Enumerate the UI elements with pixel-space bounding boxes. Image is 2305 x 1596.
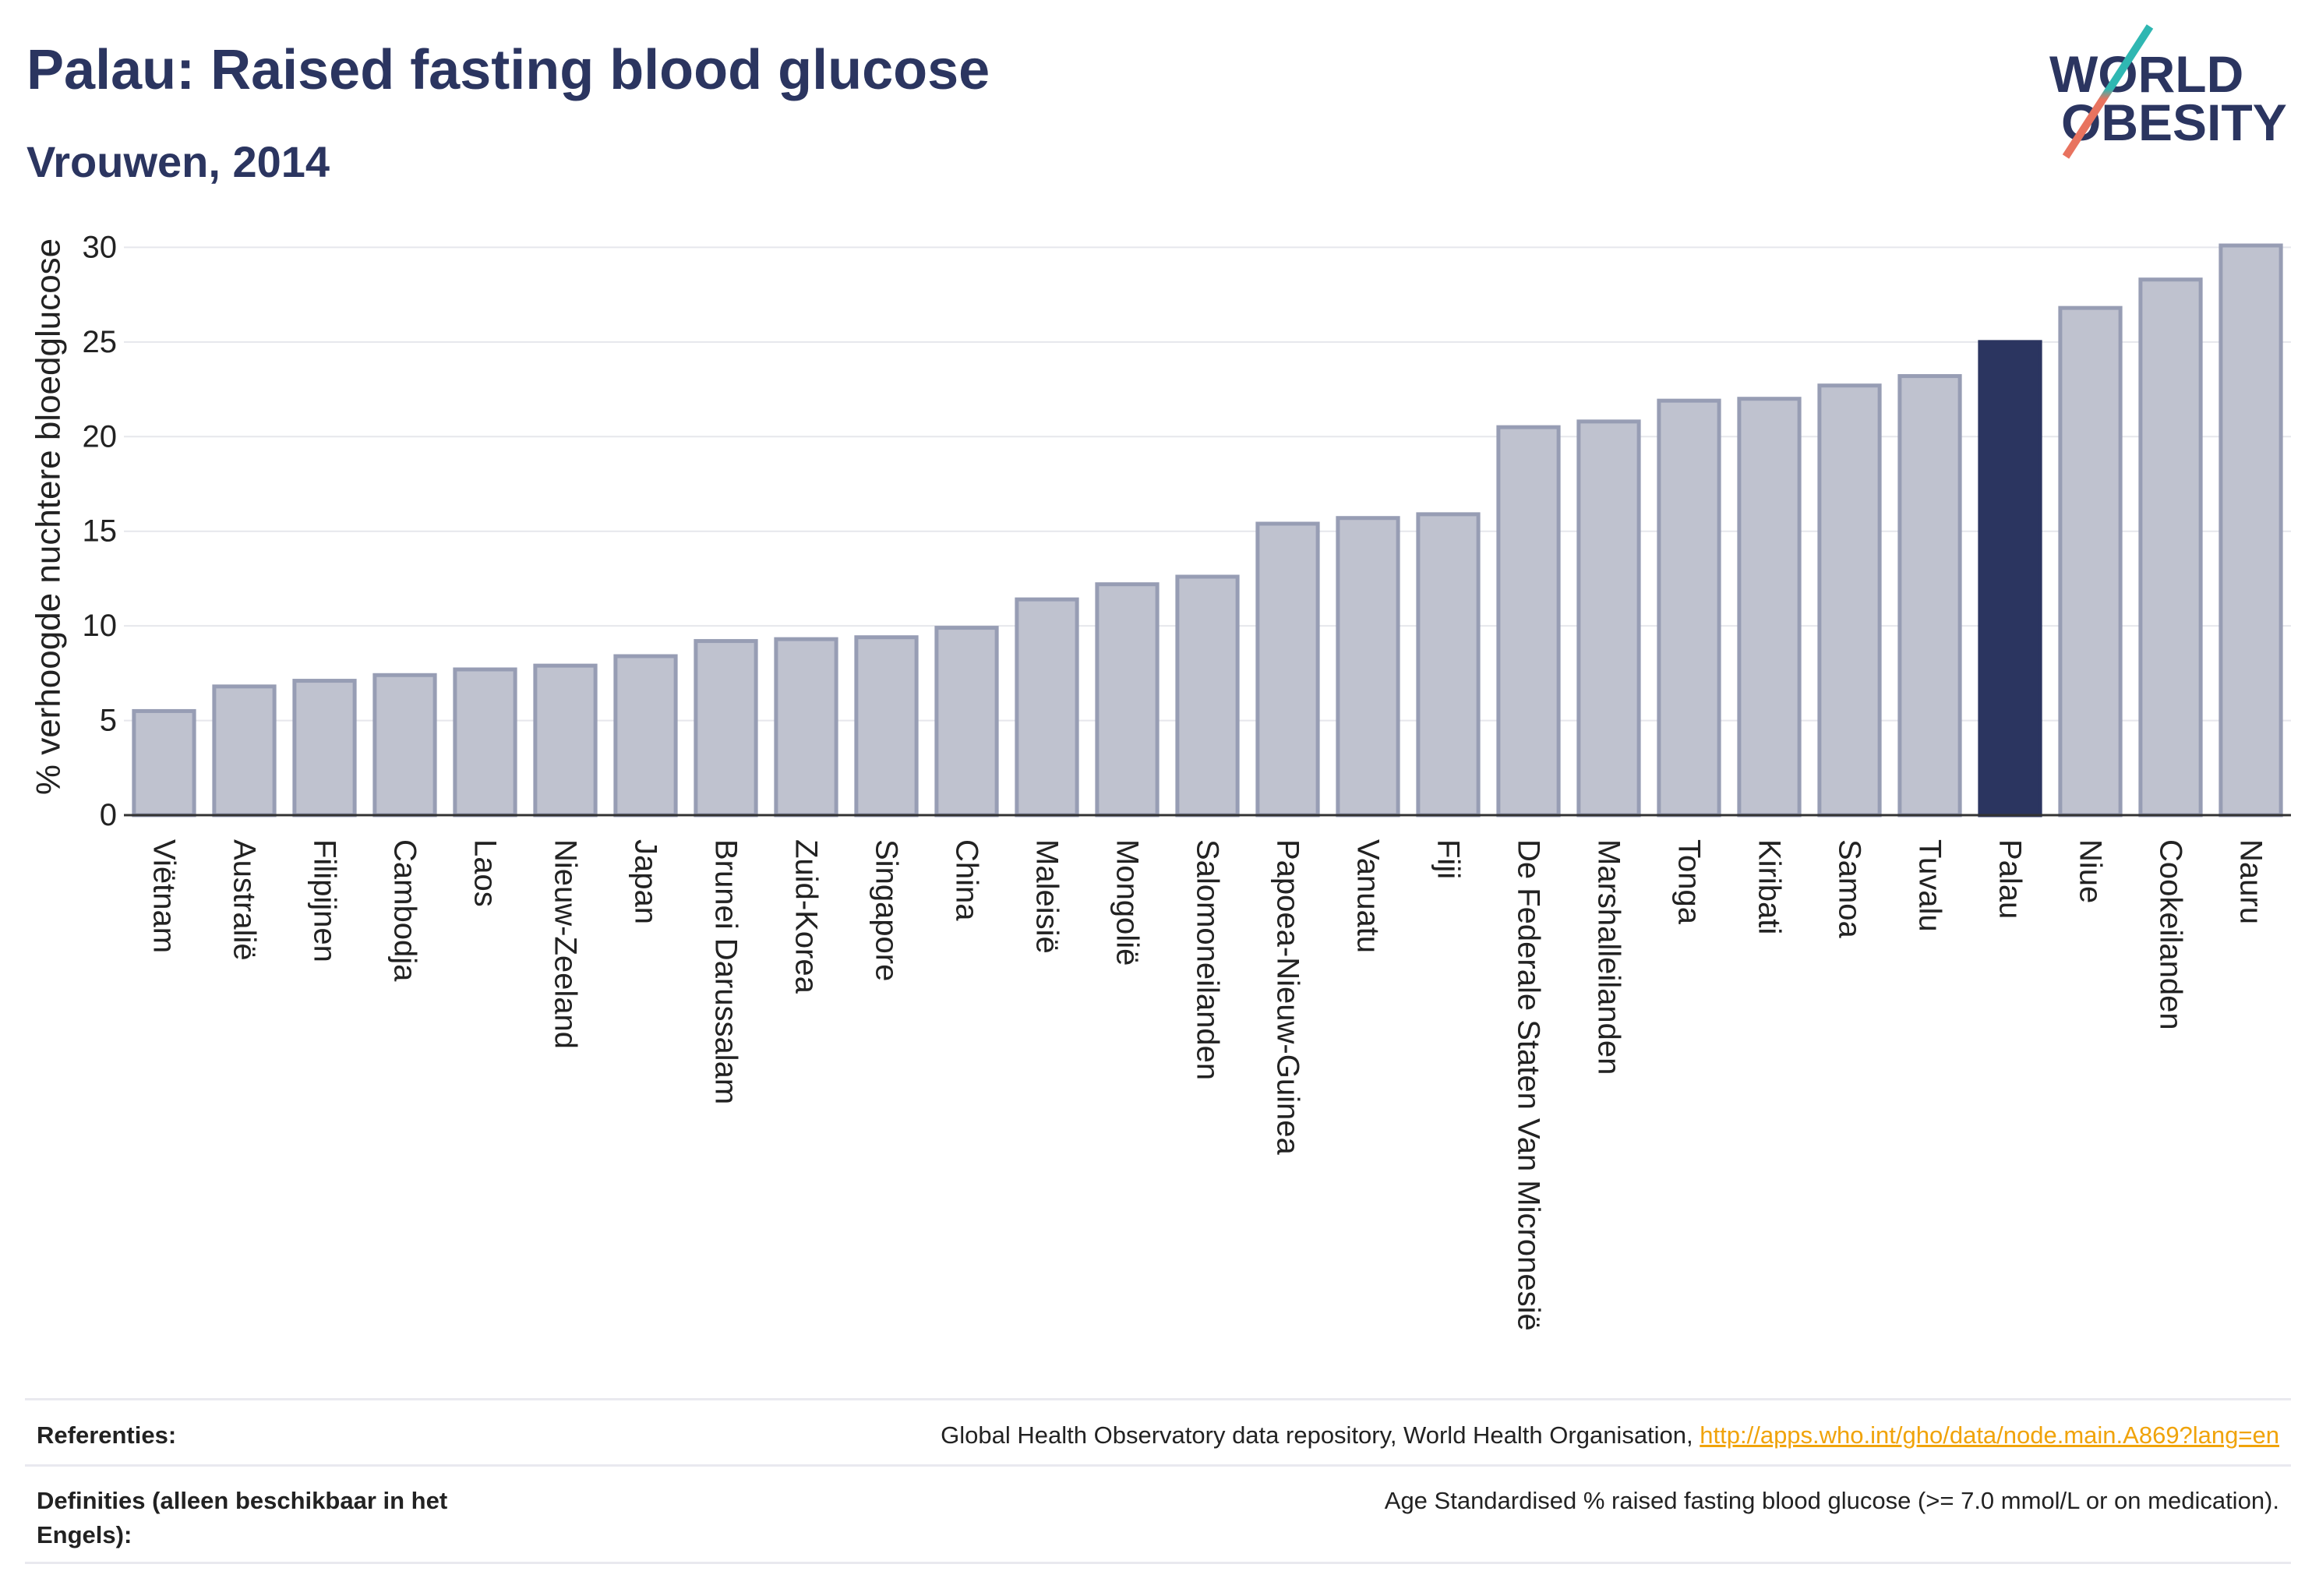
x-tick-label-nauru: Nauru <box>2234 839 2268 924</box>
bar-laos <box>453 667 517 817</box>
bar-china <box>934 626 999 817</box>
x-tick-label-australie: Australië <box>228 839 262 961</box>
bar-de-federale-staten-van-micronesie <box>1496 425 1561 817</box>
x-tick-label-filipijnen: Filipijnen <box>308 839 342 962</box>
bars <box>132 243 2283 817</box>
x-tick-label-marshalleilanden: Marshalleilanden <box>1592 839 1626 1075</box>
x-tick-label-salomoneilanden: Salomoneilanden <box>1191 839 1225 1080</box>
y-tick-label-15: 15 <box>83 514 118 549</box>
bar-brunei-darussalam <box>694 639 758 817</box>
x-tick-label-de-federale-staten-van-micronesie: De Federale Staten Van Micronesië <box>1512 839 1546 1331</box>
y-tick-label-25: 25 <box>83 325 118 359</box>
bar-tonga <box>1657 398 1721 817</box>
x-tick-label-china: China <box>950 839 984 921</box>
bar-nauru <box>2219 243 2283 817</box>
bar-tuvalu <box>1897 374 1962 817</box>
x-tick-label-zuid-korea: Zuid-Korea <box>789 839 824 994</box>
x-tick-labels: Viëtnam Australië Filipijnen Cambodja Laos Ni… <box>147 839 2268 1331</box>
bar-australie <box>212 684 277 817</box>
y-tick-label-10: 10 <box>83 609 118 643</box>
x-tick-label-kiribati: Kiribati <box>1753 839 1787 934</box>
bar-zuid-korea <box>774 637 838 817</box>
x-tick-label-cambodja: Cambodja <box>388 839 422 982</box>
y-tick-labels: 0 5 10 15 20 25 30 <box>83 230 118 832</box>
x-tick-label-papoea-nieuw-guinea: Papoea-Nieuw-Guinea <box>1271 839 1305 1155</box>
references-source: Global Health Observatory data repositor… <box>941 1421 1693 1449</box>
bar-cookeilanden <box>2138 277 2203 817</box>
bar-marshalleilanden <box>1576 419 1641 817</box>
y-tick-label-0: 0 <box>100 798 117 832</box>
bar-vanuatu <box>1336 516 1400 817</box>
x-tick-label-tuvalu: Tuvalu <box>1913 839 1947 932</box>
bar-niue <box>2058 305 2123 817</box>
x-tick-label-japan: Japan <box>629 839 663 924</box>
bar-kiribati <box>1737 397 1802 817</box>
x-tick-label-vanuatu: Vanuatu <box>1351 839 1385 953</box>
bar-mongolie <box>1095 582 1160 817</box>
y-tick-label-5: 5 <box>100 704 117 738</box>
y-tick-label-20: 20 <box>83 419 118 454</box>
x-tick-label-vietnam: Viëtnam <box>147 839 182 953</box>
x-tick-label-nieuw-zeeland: Nieuw-Zeeland <box>549 839 583 1049</box>
definitions-text: Age Standardised % raised fasting blood … <box>1384 1487 2279 1514</box>
x-tick-label-cookeilanden: Cookeilanden <box>2154 839 2188 1030</box>
x-tick-label-mongolie: Mongolië <box>1110 839 1145 966</box>
bar-nieuw-zeeland <box>533 663 598 817</box>
bar-papoea-nieuw-guinea <box>1255 521 1320 817</box>
bar-chart: 0 5 10 15 20 25 30 Viëtnam Australië Filipijnen C… <box>30 230 2291 1331</box>
x-tick-label-laos: Laos <box>468 839 503 907</box>
x-tick-label-maleisie: Maleisië <box>1030 839 1064 954</box>
x-tick-label-palau: Palau <box>1993 839 2028 919</box>
y-tick-label-30: 30 <box>83 230 118 264</box>
x-tick-label-niue: Niue <box>2074 839 2108 903</box>
x-tick-label-fiji: Fiji <box>1431 839 1466 879</box>
definitions-label: Definities (alleen beschikbaar in het En… <box>37 1487 448 1548</box>
references-row: Referenties: Global Health Observatory d… <box>25 1400 2291 1467</box>
world-obesity-logo: WORLD OBESITY <box>2049 24 2287 159</box>
bar-samoa <box>1817 383 1882 817</box>
bar-fiji <box>1416 512 1481 817</box>
bar-vietnam <box>132 708 196 817</box>
bar-filipijnen <box>292 679 357 817</box>
x-tick-label-samoa: Samoa <box>1833 839 1867 938</box>
bar-japan <box>613 654 678 817</box>
definitions-row: Definities (alleen beschikbaar in het En… <box>25 1467 2291 1564</box>
x-tick-label-singapore: Singapore <box>870 839 904 981</box>
logo-text-world: WORLD <box>2049 45 2243 103</box>
footer-table: Referenties: Global Health Observatory d… <box>25 1398 2291 1564</box>
bar-singapore <box>854 635 919 817</box>
logo-slash <box>2062 24 2154 159</box>
references-value: Global Health Observatory data repositor… <box>941 1418 2279 1453</box>
bar-cambodja <box>372 673 437 817</box>
chart-title: Palau: Raised fasting blood glucose <box>26 39 990 101</box>
chart-subtitle: Vrouwen, 2014 <box>26 137 330 186</box>
x-tick-label-brunei-darussalam: Brunei Darussalam <box>709 839 743 1104</box>
bar-salomoneilanden <box>1175 574 1240 817</box>
x-tick-label-tonga: Tonga <box>1672 839 1707 925</box>
y-axis-title: % verhoogde nuchtere bloedglucose <box>30 238 68 795</box>
references-link[interactable]: http://apps.who.int/gho/data/node.main.A… <box>1700 1421 2279 1449</box>
bar-maleisie <box>1015 597 1079 817</box>
bar-palau <box>1978 340 2042 817</box>
references-label: Referenties: <box>37 1421 177 1449</box>
